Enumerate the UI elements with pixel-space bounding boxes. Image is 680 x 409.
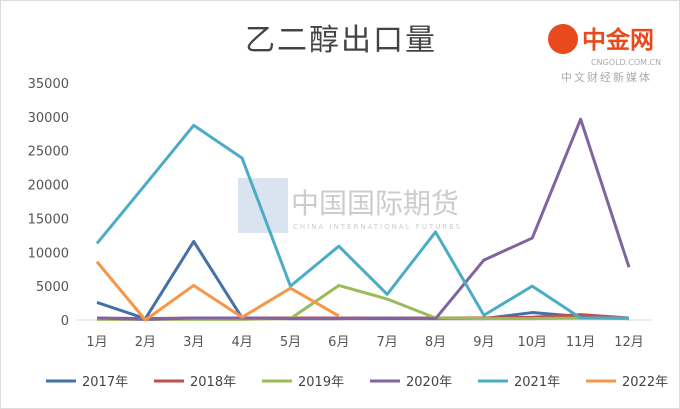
x-tick-label: 2月 — [135, 335, 156, 350]
legend-label: 2018年 — [190, 375, 236, 390]
chart-title: 乙二醇出口量 — [245, 23, 437, 58]
y-tick-label: 20000 — [28, 179, 69, 194]
series-line-2021年 — [95, 123, 629, 320]
x-tick-label: 11月 — [566, 335, 596, 350]
x-tick-label: 12月 — [614, 335, 644, 350]
y-tick-label: 5000 — [36, 280, 69, 295]
x-tick-label: 9月 — [473, 335, 494, 350]
series-line-2022年 — [95, 260, 340, 322]
x-tick-label: 5月 — [280, 335, 301, 350]
legend-label: 2017年 — [82, 375, 128, 390]
y-tick-label: 10000 — [28, 246, 69, 261]
y-tick-label: 25000 — [28, 145, 69, 160]
watermark-cngold-sub: 中文财经新媒体 — [561, 70, 652, 84]
watermark-cngold-logo — [548, 24, 578, 54]
y-tick-label: 30000 — [28, 111, 69, 126]
x-tick-label: 3月 — [183, 335, 204, 350]
x-tick-label: 6月 — [328, 335, 349, 350]
x-tick-label: 8月 — [425, 335, 446, 350]
x-tick-label: 10月 — [517, 335, 547, 350]
legend-label: 2021年 — [514, 375, 560, 390]
legend-label: 2020年 — [406, 375, 452, 390]
legend-label: 2022年 — [622, 375, 668, 390]
series-line-2020年 — [96, 117, 631, 321]
x-tick-label: 4月 — [231, 335, 252, 350]
x-tick-label: 1月 — [86, 335, 107, 350]
watermark-logo — [238, 178, 288, 233]
series-line-2017年 — [96, 239, 630, 321]
y-tick-label: 0 — [61, 314, 69, 329]
y-tick-label: 15000 — [28, 212, 69, 227]
watermark-cngold-url: CNGOLD.COM.CN — [591, 58, 661, 67]
watermark-cngold: 中金网 — [582, 26, 654, 54]
legend-label: 2019年 — [298, 375, 344, 390]
x-tick-label: 7月 — [377, 335, 398, 350]
watermark-cifco-en: CHINA INTERNATIONAL FUTURES — [293, 223, 462, 231]
y-tick-label: 35000 — [28, 77, 69, 92]
watermark-cifco: 中国国际期货 — [291, 187, 459, 220]
